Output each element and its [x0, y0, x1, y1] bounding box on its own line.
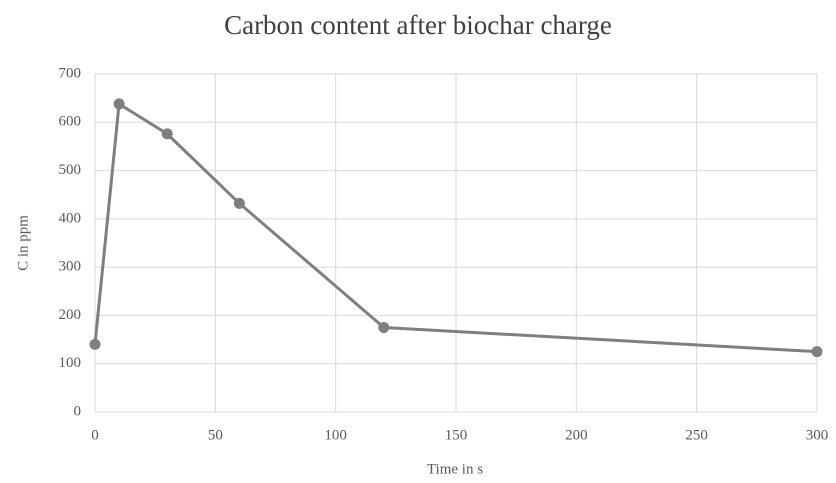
y-tick-label: 700 [59, 65, 82, 81]
y-tick-label: 400 [59, 210, 82, 226]
y-tick-label: 600 [59, 114, 82, 130]
y-tick-label: 0 [74, 403, 82, 419]
point [161, 128, 173, 140]
x-axis-label: Time in s [427, 461, 483, 477]
x-tick-label: 200 [565, 427, 588, 443]
line [93, 102, 818, 354]
point [113, 98, 125, 110]
point [89, 338, 101, 350]
x-tick-label: 250 [685, 427, 708, 443]
x-tick-label: 0 [91, 427, 99, 443]
x-tick-label: 100 [324, 427, 347, 443]
y-tick-label: 200 [59, 307, 82, 323]
x-tick-label: 150 [445, 427, 468, 443]
chart-title: Carbon content after biochar charge [224, 10, 612, 40]
point [811, 346, 823, 358]
y-axis-label: C in ppm [15, 215, 31, 271]
x-tick-label: 300 [806, 427, 829, 443]
x-tick-label: 50 [208, 427, 223, 443]
y-tick-label: 500 [59, 162, 82, 178]
point [378, 322, 390, 333]
point [233, 197, 245, 209]
y-tick-label: 300 [59, 259, 82, 275]
y-tick-label: 100 [59, 355, 82, 371]
